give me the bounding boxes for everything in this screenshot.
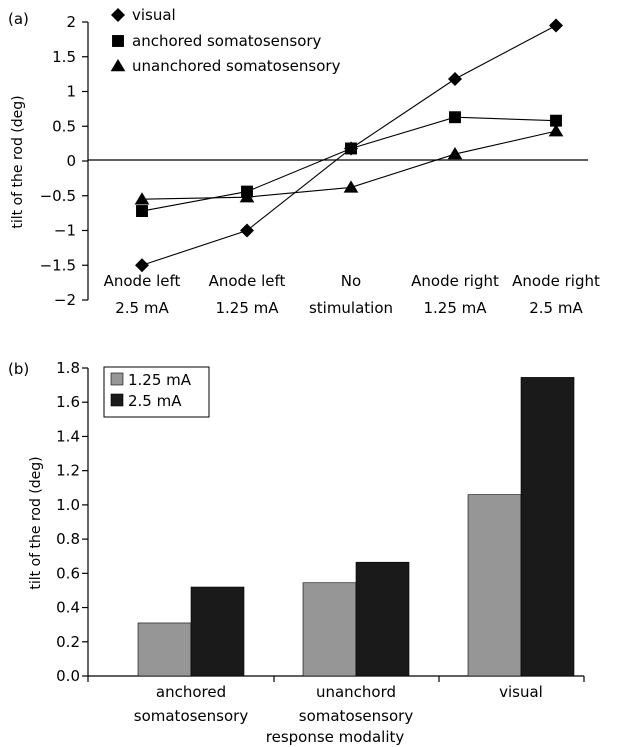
panel-b-ylabel: tilt of the rod (deg) bbox=[28, 456, 44, 589]
panel-b-y-ticks: 0.0 0.2 0.4 0.6 0.8 1.0 1.2 1.4 1.6 1.8 bbox=[56, 359, 88, 685]
panel-a-y-tick-label: 2 bbox=[66, 13, 76, 31]
panel-a-y-tick-label: 0 bbox=[66, 152, 76, 170]
panel-b-xlabel: response modality bbox=[266, 728, 405, 746]
legend-label: anchored somatosensory bbox=[132, 32, 322, 50]
panel-b-x-tick-label: visual bbox=[499, 683, 543, 701]
data-point bbox=[135, 258, 149, 273]
data-point bbox=[550, 114, 562, 127]
panel-a-x-tick-label: Anode left bbox=[104, 272, 181, 290]
panel-b-x-tick-label: anchored bbox=[156, 683, 226, 701]
panel-a-y-ticks: 2 1.5 1 0.5 0 −0.5 −1 −1.5 −2 bbox=[40, 13, 88, 309]
data-point bbox=[134, 192, 150, 205]
data-point bbox=[136, 205, 148, 217]
data-point bbox=[447, 147, 463, 160]
panel-a-x-tick-label: Anode left bbox=[209, 272, 286, 290]
panel-a-x-tick-label: Anode right bbox=[512, 272, 600, 290]
panel-a-y-tick-label: 1 bbox=[66, 83, 76, 101]
bar bbox=[355, 561, 410, 677]
panel-a-x-tick-label: 1.25 mA bbox=[215, 299, 279, 317]
legend-label: 1.25 mA bbox=[128, 371, 192, 389]
panel-b-y-tick-label: 1.2 bbox=[56, 462, 80, 480]
panel-a-y-tick-label: 1.5 bbox=[52, 48, 76, 66]
legend-marker-square bbox=[112, 35, 124, 47]
series-square bbox=[136, 111, 562, 217]
panel-a-y-tick-label: −2 bbox=[54, 291, 76, 309]
data-point bbox=[448, 71, 462, 86]
panel-b-y-tick-label: 1.8 bbox=[56, 359, 80, 377]
panel-b-y-tick-label: 0.8 bbox=[56, 530, 80, 548]
panel-a-x-tick-label: No bbox=[341, 272, 361, 290]
bar bbox=[467, 494, 522, 677]
bar bbox=[302, 582, 357, 677]
panel-b-y-tick-label: 0.4 bbox=[56, 599, 80, 617]
panel-b-y-tick-label: 1.0 bbox=[56, 496, 80, 514]
panel-a-y-tick-label: −0.5 bbox=[40, 187, 76, 205]
panel-a: (a) tilt of the rod (deg) 2 1.5 1 0.5 0 −0.5 −… bbox=[8, 6, 600, 317]
legend-label: visual bbox=[132, 6, 176, 24]
legend-label: unanchored somatosensory bbox=[132, 57, 341, 75]
panel-b-y-tick-label: 1.4 bbox=[56, 427, 80, 445]
panel-a-y-tick-label: −1.5 bbox=[40, 256, 76, 274]
panel-a-x-tick-label: 2.5 mA bbox=[115, 299, 169, 317]
legend-label: 2.5 mA bbox=[128, 392, 182, 410]
bar bbox=[520, 377, 575, 677]
panel-b-y-tick-label: 0.2 bbox=[56, 633, 80, 651]
panel-b-x-tick-label: somatosensory bbox=[134, 707, 249, 725]
series-line bbox=[141, 116, 557, 212]
legend-swatch bbox=[110, 393, 124, 407]
panel-a-x-tick-label: 1.25 mA bbox=[423, 299, 487, 317]
panel-a-legend: visual anchored somatosensory unanchored s… bbox=[110, 6, 341, 75]
panel-b-y-tick-label: 1.6 bbox=[56, 393, 80, 411]
panel-b-y-tick-label: 0.6 bbox=[56, 564, 80, 582]
data-point bbox=[549, 18, 563, 33]
panel-a-label: (a) bbox=[8, 10, 29, 28]
panel-b-x-tick-label: somatosensory bbox=[299, 707, 414, 725]
panel-b-y-tick-label: 0.0 bbox=[56, 667, 80, 685]
legend-marker-diamond bbox=[111, 8, 125, 22]
data-point bbox=[240, 223, 254, 238]
panel-b-legend: 1.25 mA 2.5 mA bbox=[110, 371, 192, 410]
panel-a-x-tick-label: 2.5 mA bbox=[529, 299, 583, 317]
panel-b-x-ticks: anchored somatosensory unanchord somatosens… bbox=[87, 676, 585, 725]
data-point bbox=[548, 124, 564, 137]
panel-a-series bbox=[134, 18, 564, 273]
data-point bbox=[345, 142, 357, 155]
panel-b-bars bbox=[137, 377, 575, 677]
data-point bbox=[343, 180, 359, 193]
legend-marker-triangle bbox=[110, 59, 126, 72]
panel-a-ylabel: tilt of the rod (deg) bbox=[10, 95, 26, 228]
panel-a-y-tick-label: 0.5 bbox=[52, 117, 76, 135]
bar bbox=[137, 622, 192, 677]
data-point bbox=[449, 111, 461, 124]
bar bbox=[190, 586, 245, 677]
data-point bbox=[239, 190, 255, 203]
legend-swatch bbox=[110, 372, 124, 386]
panel-a-x-tick-label: Anode right bbox=[411, 272, 499, 290]
panel-b-label: (b) bbox=[8, 360, 29, 378]
panel-a-x-ticks: Anode left 2.5 mA Anode left 1.25 mA No stimu… bbox=[104, 272, 600, 317]
panel-b: (b) tilt of the rod (deg) 0.00.20.40.60.… bbox=[8, 359, 585, 746]
series-triangle bbox=[134, 124, 564, 205]
panel-a-x-tick-label: stimulation bbox=[309, 299, 393, 317]
panel-a-y-tick-label: −1 bbox=[54, 222, 76, 240]
panel-b-x-tick-label: unanchord bbox=[316, 683, 396, 701]
